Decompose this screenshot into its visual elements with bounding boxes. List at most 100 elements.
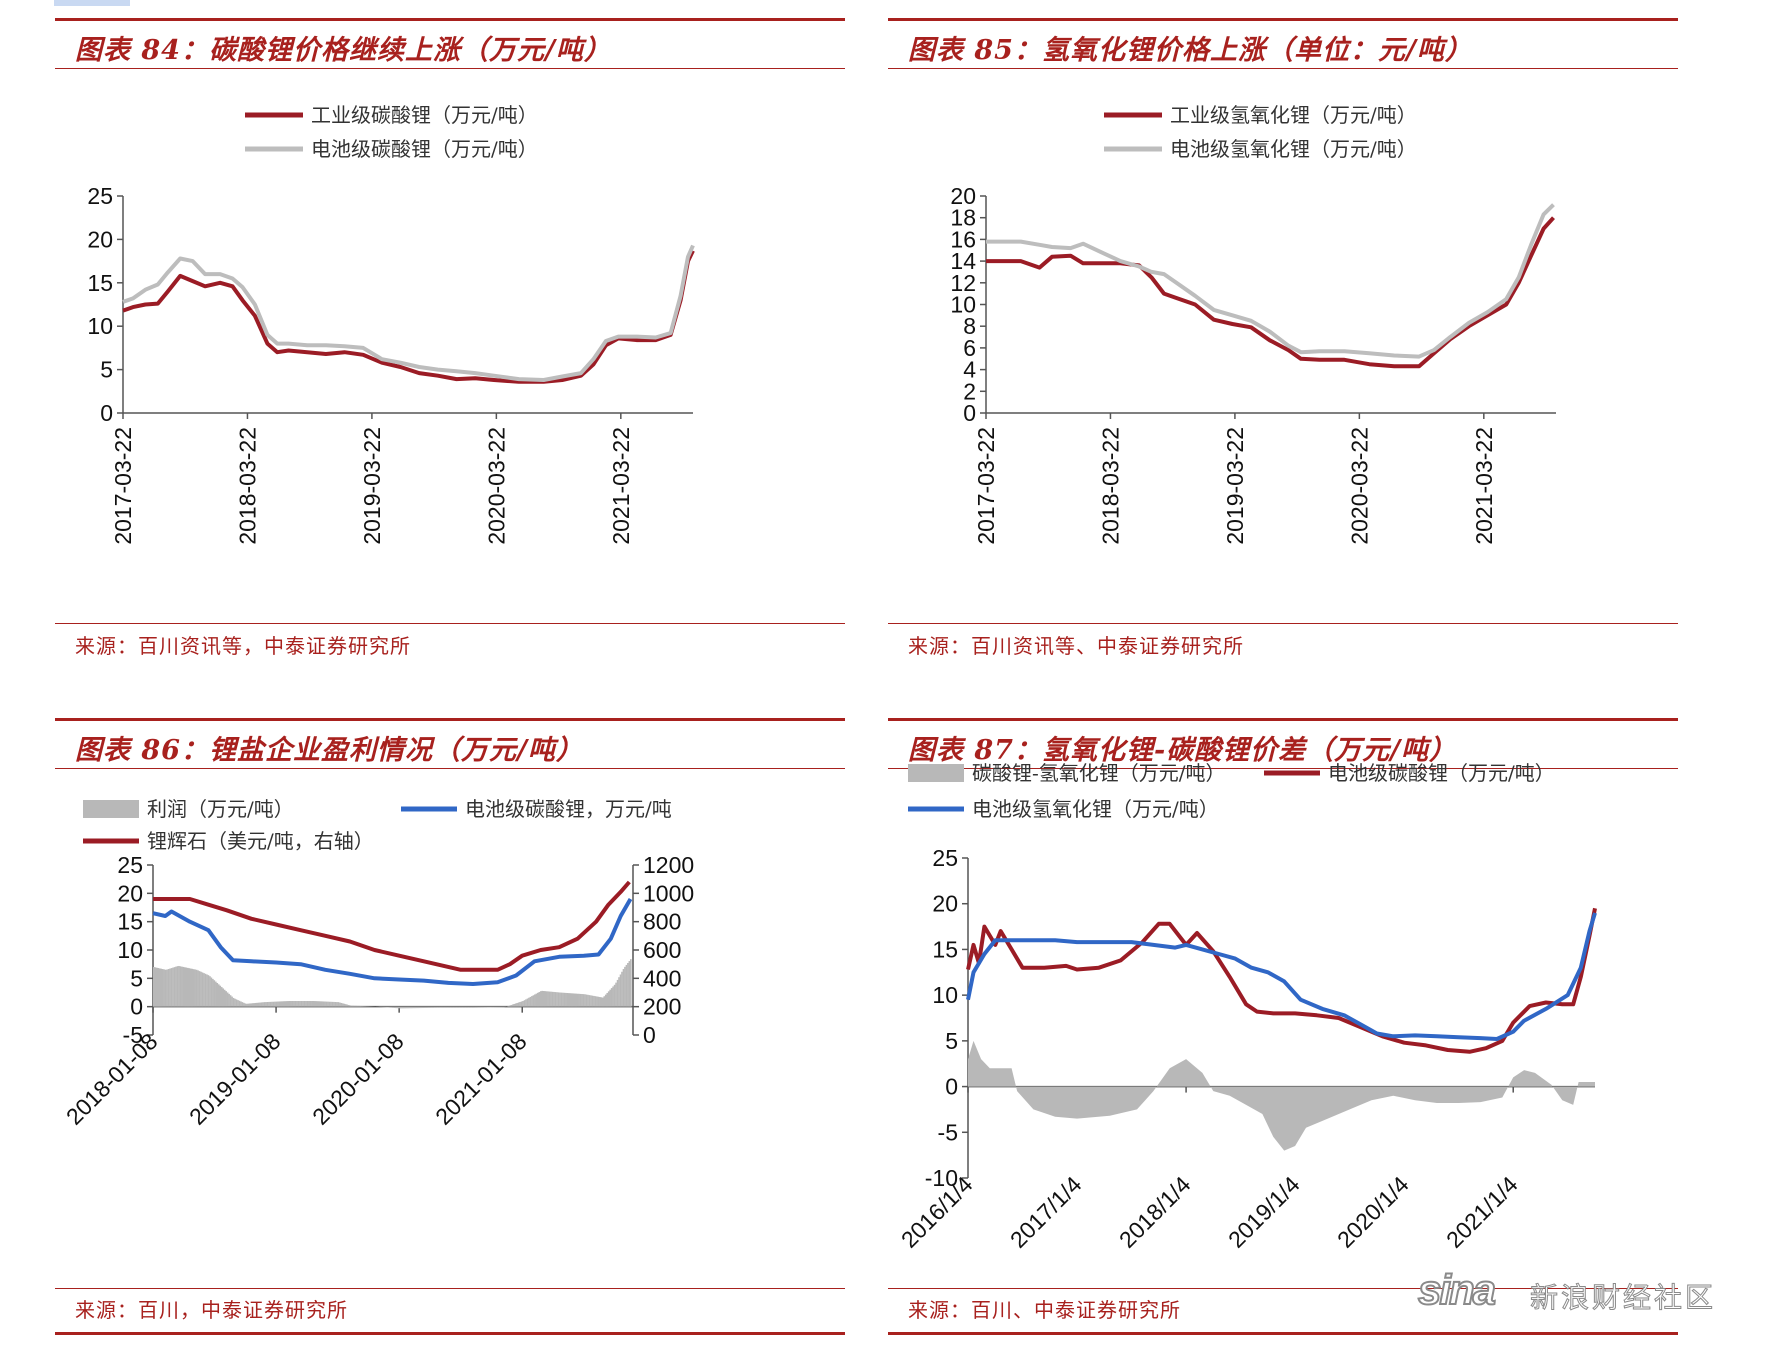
profit-bar — [382, 1007, 384, 1008]
y-tick-label: 10 — [932, 982, 958, 1008]
profit-bar — [577, 994, 579, 1007]
profit-bar — [550, 992, 552, 1007]
profit-bar — [615, 983, 617, 1007]
profit-bar — [157, 968, 159, 1007]
profit-bar — [546, 991, 548, 1006]
profit-bar — [358, 1006, 360, 1007]
profit-bar — [580, 994, 582, 1007]
series-line — [986, 205, 1554, 357]
profit-bar — [346, 1005, 348, 1007]
profit-bar — [420, 1007, 422, 1008]
profit-bar — [595, 996, 597, 1006]
profit-bar — [194, 969, 196, 1006]
profit-bar — [296, 1001, 298, 1007]
source-rule — [55, 623, 845, 624]
profit-bar — [586, 995, 588, 1007]
profit-bar — [538, 992, 540, 1007]
chart-86: 利润（万元/吨）电池级碳酸锂，万元/吨锂辉石（美元/吨，右轴）-50510152… — [55, 773, 845, 1333]
y-tick-label: 0 — [100, 400, 113, 426]
profit-bar — [267, 1002, 269, 1007]
profit-bar — [521, 1001, 523, 1006]
profit-bar — [351, 1006, 353, 1007]
profit-bar — [183, 967, 185, 1007]
profit-bar — [473, 1007, 475, 1008]
legend-swatch — [908, 764, 964, 782]
profit-bar — [302, 1001, 304, 1007]
profit-bar — [629, 961, 631, 1007]
profit-bar — [200, 972, 202, 1007]
profit-bar — [567, 993, 569, 1007]
profit-bar — [569, 993, 571, 1006]
profit-bar — [274, 1002, 276, 1007]
profit-bar — [256, 1003, 258, 1007]
y-tick-label: 10 — [87, 313, 113, 339]
profit-bar — [441, 1007, 443, 1008]
x-tick-label: 2017/1/4 — [1005, 1171, 1087, 1253]
profit-bar — [361, 1006, 363, 1007]
profit-bar — [599, 997, 601, 1007]
profit-bar — [315, 1001, 317, 1007]
profit-bar — [593, 996, 595, 1007]
profit-bar — [199, 971, 201, 1007]
profit-bar — [460, 1007, 462, 1008]
profit-bar — [352, 1006, 354, 1007]
x-tick-label: 2021/1/4 — [1441, 1171, 1523, 1253]
title-rule — [55, 718, 845, 721]
profit-bar — [459, 1007, 461, 1008]
profit-bar — [245, 1003, 247, 1006]
profit-bar — [215, 982, 217, 1007]
profit-bar — [413, 1007, 415, 1008]
y-tick-label: -5 — [938, 1119, 958, 1145]
profit-bar — [335, 1002, 337, 1007]
profit-bar — [284, 1001, 286, 1006]
profit-bar — [623, 969, 625, 1007]
profit-bar — [289, 1001, 291, 1007]
profit-bar — [512, 1004, 514, 1006]
profit-bar — [410, 1007, 412, 1009]
profit-bar — [572, 993, 574, 1006]
profit-bar — [398, 1007, 400, 1009]
profit-bar — [571, 993, 573, 1006]
series-line — [123, 246, 693, 381]
profit-bar — [617, 980, 619, 1007]
profit-bar — [513, 1004, 515, 1007]
profit-bar — [227, 993, 229, 1007]
profit-bar — [240, 1001, 242, 1006]
profit-bar — [271, 1002, 273, 1007]
profit-bar — [601, 997, 603, 1006]
profit-bar — [185, 968, 187, 1007]
profit-bar — [169, 969, 171, 1007]
profit-bar — [543, 991, 545, 1007]
profit-bar — [258, 1003, 260, 1007]
profit-bar — [496, 1007, 498, 1008]
profit-bar — [584, 994, 586, 1006]
profit-bar — [416, 1007, 418, 1008]
legend-label: 电池级氢氧化锂（万元/吨） — [1170, 137, 1417, 161]
y2-tick-label: 200 — [643, 994, 681, 1020]
profit-bar — [596, 996, 598, 1006]
profit-bar — [218, 984, 220, 1006]
profit-bar — [338, 1002, 340, 1007]
legend-label: 利润（万元/吨） — [147, 797, 294, 821]
profit-bar — [630, 959, 632, 1007]
profit-bar — [345, 1004, 347, 1006]
x-tick-label: 2020-03-22 — [483, 427, 509, 545]
profit-bar — [301, 1001, 303, 1007]
profit-bar — [187, 968, 189, 1007]
profit-bar — [234, 999, 236, 1007]
x-tick-label: 2021-01-08 — [430, 1028, 532, 1130]
profit-bar — [295, 1001, 297, 1007]
series-line — [153, 899, 631, 984]
profit-bar — [253, 1003, 255, 1007]
profit-bar — [323, 1001, 325, 1006]
profit-bar — [239, 1001, 241, 1007]
y2-tick-label: 400 — [643, 965, 681, 991]
profit-bar — [510, 1005, 512, 1007]
series-line — [968, 913, 1595, 1039]
profit-bar — [321, 1001, 323, 1006]
series-line — [123, 251, 693, 382]
profit-bar — [527, 999, 529, 1007]
profit-bar — [478, 1007, 480, 1008]
profit-bar — [394, 1007, 396, 1008]
profit-bar — [525, 999, 527, 1006]
